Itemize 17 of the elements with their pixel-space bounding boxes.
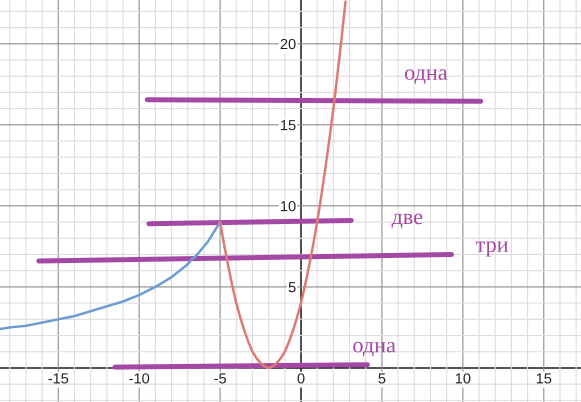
x-tick-label: -5 bbox=[214, 373, 226, 384]
annotation: одна bbox=[353, 342, 396, 357]
line-series bbox=[0, 220, 222, 330]
y-tick-label: 20 bbox=[280, 38, 296, 50]
x-tick-label: 10 bbox=[456, 373, 470, 384]
y-tick-label: 5 bbox=[288, 282, 296, 292]
annotation: две bbox=[392, 214, 422, 228]
x-tick-label: 15 bbox=[536, 373, 552, 384]
annotation: одна bbox=[404, 69, 448, 84]
y-tick-label: 10 bbox=[281, 200, 296, 212]
annotation: три bbox=[476, 241, 508, 256]
line-series bbox=[218, 0, 347, 370]
x-tick-label: 5 bbox=[378, 373, 386, 384]
x-tick-label: -15 bbox=[48, 373, 68, 384]
x-tick-label: 0 bbox=[298, 373, 305, 384]
x-tick-label: -10 bbox=[129, 373, 150, 384]
y-tick-label: 15 bbox=[281, 120, 296, 130]
